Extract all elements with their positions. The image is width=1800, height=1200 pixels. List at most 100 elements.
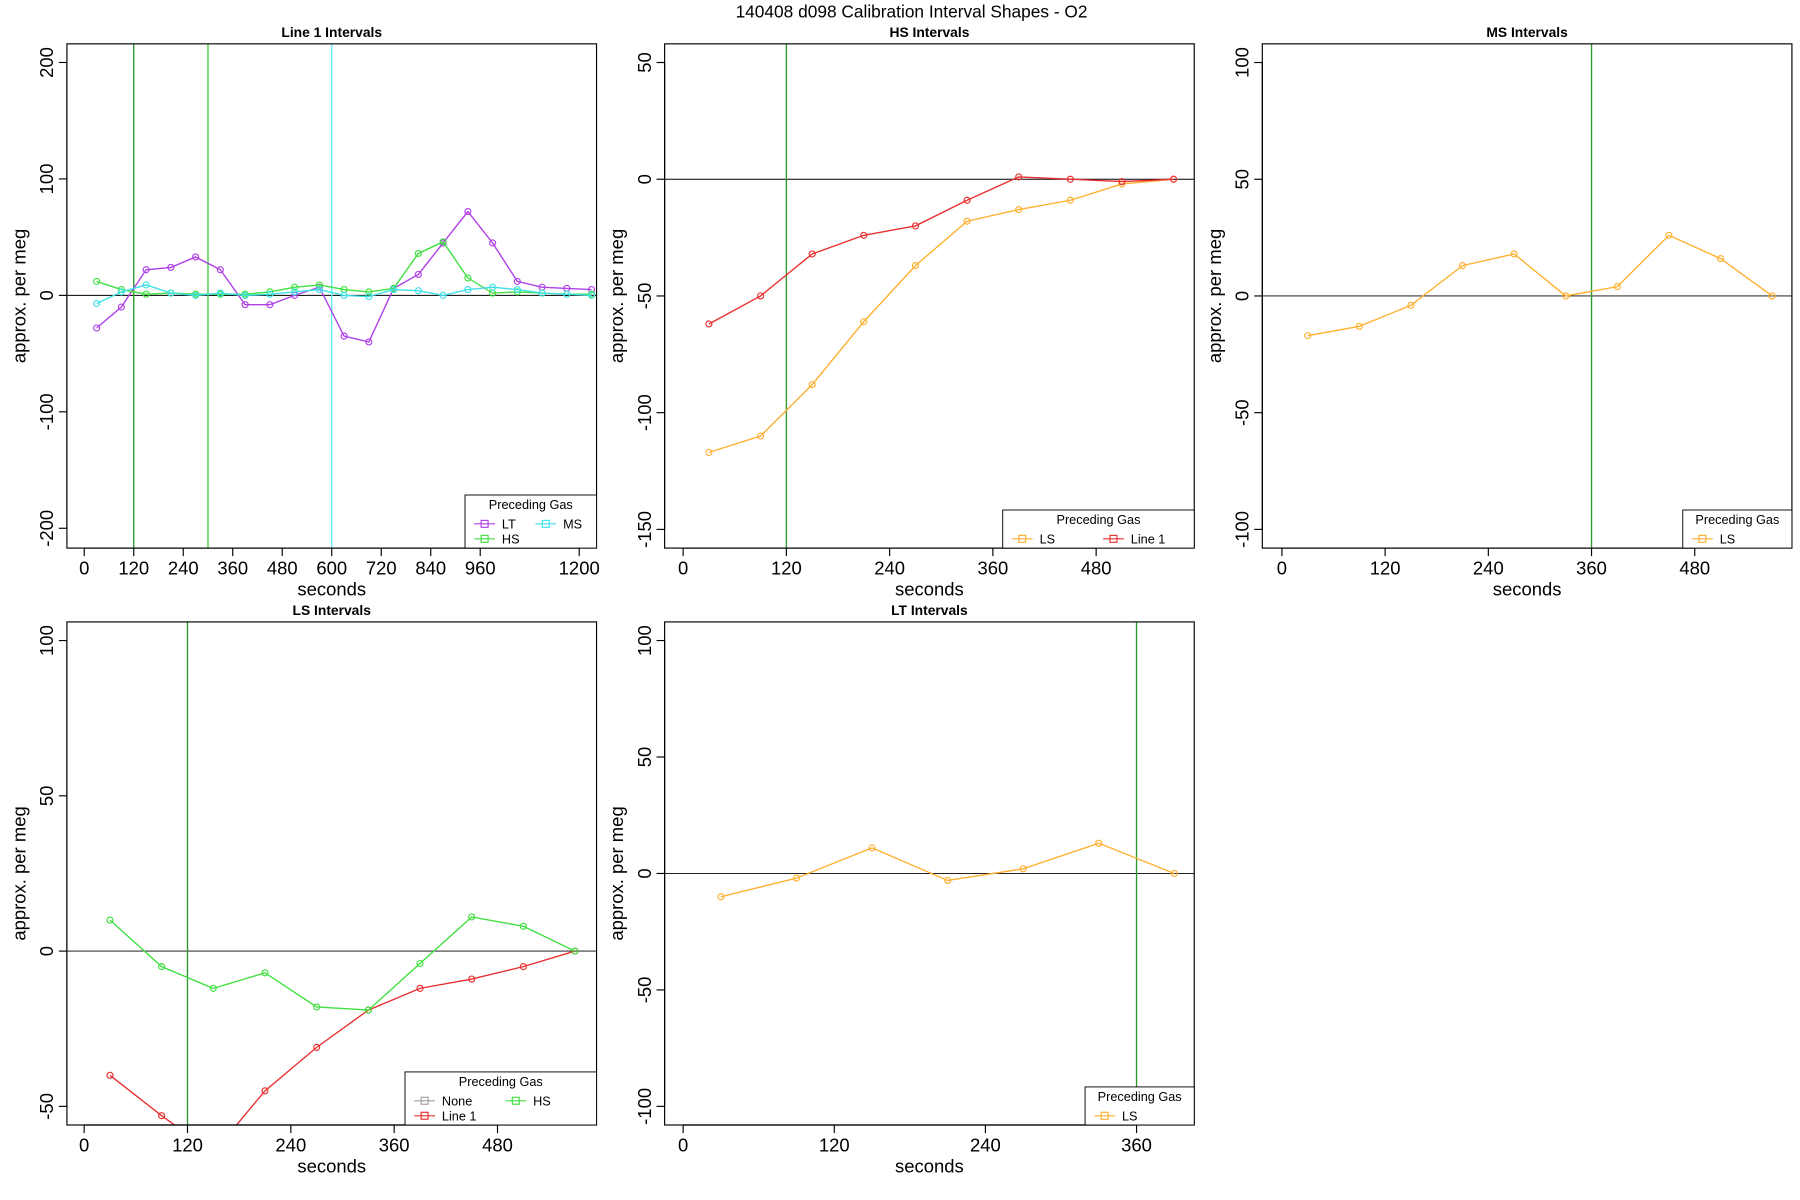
series-line [708,176,1174,325]
y-tick-label: 50 [36,786,57,807]
data-point [117,288,125,296]
data-point [192,253,200,261]
y-tick-label: 100 [36,164,57,195]
data-point [868,844,876,852]
x-tick-label: 240 [874,558,905,579]
data-point [1716,255,1725,263]
data-point [513,285,521,294]
legend-label: LS [1122,1109,1138,1123]
data-point [93,324,101,332]
panel-title: MS Intervals [1486,24,1568,40]
data-point [519,922,527,930]
x-tick-label: 120 [172,1135,203,1156]
legend-swatch [541,519,550,528]
x-tick-label: 960 [465,558,496,579]
y-tick-label: -100 [36,393,57,430]
y-tick-label: -50 [634,283,655,310]
data-point [911,222,920,230]
data-point [1613,283,1621,291]
data-point [142,281,150,289]
y-tick-label: -100 [634,1088,655,1125]
data-point [439,238,447,246]
x-axis-title: seconds [1493,578,1562,599]
legend-label: Line 1 [1131,532,1166,546]
data-point [390,285,398,294]
data-point [563,290,571,298]
legend-swatch [480,519,489,528]
plot-area [1262,43,1792,549]
series-line [708,178,1174,454]
legend-swatch [1109,534,1118,543]
series-line [720,842,1175,898]
data-point [209,984,217,992]
y-axis-title: approx. per meg [8,229,29,363]
data-point [756,292,765,300]
data-point [340,291,348,299]
x-tick-label: 240 [1473,558,1504,579]
data-point [1015,173,1023,181]
legend-label: MS [563,517,582,531]
x-tick-label: 0 [678,558,688,579]
data-point [1066,196,1074,204]
series-line [96,210,592,343]
data-point [1170,175,1178,183]
data-point [439,291,447,299]
data-point [1562,292,1570,300]
y-tick-label: -100 [634,394,655,431]
x-axis-title: seconds [297,1155,366,1176]
x-axis-title: seconds [895,1155,964,1176]
x-axis-title: seconds [297,578,366,599]
data-point [291,283,299,291]
plot-box [66,43,598,549]
data-point [158,963,166,971]
y-tick-label: 100 [634,625,655,656]
legend-box [404,1071,597,1126]
x-tick-label: 0 [79,1135,89,1156]
y-tick-label: -50 [1231,399,1252,426]
plot-box [664,621,1195,1126]
data-point [241,291,249,299]
data-point [192,291,200,299]
data-point [513,277,521,285]
data-point [464,207,472,216]
data-point [808,250,816,258]
y-tick-label: 0 [36,946,57,956]
data-point [106,916,114,924]
plot-box [1261,43,1793,549]
y-tick-label: 100 [36,625,57,656]
data-point [266,290,274,298]
data-point [489,239,497,247]
data-point [1458,262,1467,270]
x-tick-label: 240 [970,1135,1001,1156]
data-point [705,320,713,328]
data-point [261,1087,269,1095]
x-tick-label: 240 [168,558,199,579]
data-point [167,289,175,297]
data-point [588,291,596,299]
x-axis-title: seconds [895,578,964,599]
y-tick-label: 200 [36,47,57,78]
data-point [291,288,299,296]
data-point [464,274,472,282]
x-tick-label: 360 [1576,558,1607,579]
data-point [464,285,472,294]
data-point [142,290,150,298]
legend-label: None [442,1094,472,1108]
data-point [106,1071,114,1079]
data-point [266,301,274,309]
panel-title: LT Intervals [891,602,968,618]
data-point [1015,206,1023,214]
data-point [944,876,952,885]
data-point [705,448,713,456]
data-point [792,874,801,882]
series-line [96,284,592,305]
data-point [210,1150,216,1156]
plot-box [664,43,1195,549]
y-tick-label: 0 [634,174,655,184]
legend-box [1084,1086,1195,1126]
data-point [416,959,424,968]
data-point [416,984,424,992]
x-tick-label: 600 [316,558,347,579]
x-tick-label: 720 [366,558,397,579]
